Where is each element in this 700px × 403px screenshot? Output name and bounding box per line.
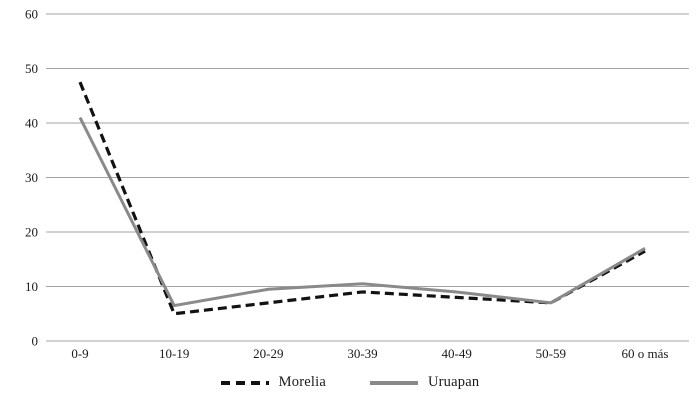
y-axis-tick-label: 40 — [25, 116, 38, 131]
legend-swatch-solid-line — [369, 380, 418, 385]
x-axis-category-label: 20-29 — [253, 346, 283, 361]
y-axis-tick-label: 50 — [25, 61, 38, 76]
legend-label-uruapan: Uruapan — [427, 374, 480, 390]
legend-item-uruapan: Uruapan — [369, 374, 480, 391]
y-axis-tick-label: 60 — [25, 7, 38, 22]
x-axis-category-label: 60 o más — [622, 346, 669, 361]
x-axis-category-label: 50-59 — [536, 346, 566, 361]
y-axis-tick-label: 30 — [25, 170, 38, 185]
chart-legend: Morelia Uruapan — [0, 374, 700, 391]
y-axis-tick-label: 10 — [25, 279, 38, 294]
x-axis-category-label: 10-19 — [159, 346, 189, 361]
x-axis-category-label: 40-49 — [441, 346, 471, 361]
x-axis-category-label: 0-9 — [71, 346, 88, 361]
x-axis-category-label: 30-39 — [347, 346, 377, 361]
legend-label-morelia: Morelia — [278, 374, 326, 390]
series-line-uruapan — [78, 116, 646, 308]
y-axis-tick-label: 0 — [32, 334, 39, 349]
y-axis-tick-label: 20 — [25, 225, 38, 240]
line-chart-canvas: 0 10 20 30 40 50 60 0-9 10-19 20-29 30-39 40-49 50-5… — [25, 7, 689, 361]
legend-item-morelia: Morelia — [220, 374, 326, 391]
legend-swatch-dashed-line — [220, 380, 269, 385]
series-line-morelia — [78, 81, 646, 316]
